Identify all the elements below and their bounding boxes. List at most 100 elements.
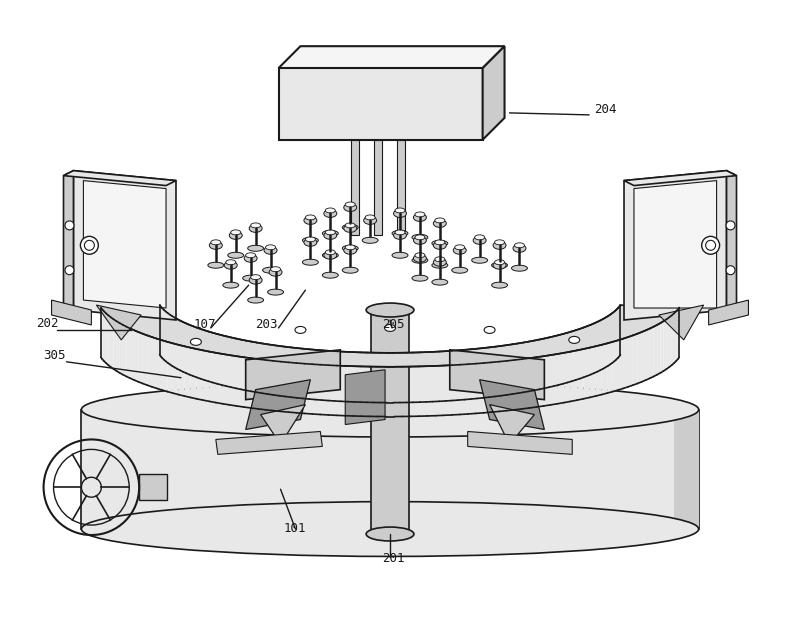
Ellipse shape <box>493 242 506 249</box>
Polygon shape <box>266 360 274 411</box>
Polygon shape <box>623 337 628 389</box>
Polygon shape <box>616 308 618 360</box>
Polygon shape <box>203 350 210 401</box>
Ellipse shape <box>395 208 405 213</box>
Polygon shape <box>126 326 130 378</box>
Ellipse shape <box>344 225 357 232</box>
Ellipse shape <box>434 220 446 228</box>
Polygon shape <box>178 319 180 370</box>
Polygon shape <box>607 342 613 393</box>
Ellipse shape <box>494 260 505 265</box>
Polygon shape <box>480 380 544 430</box>
Polygon shape <box>572 330 576 381</box>
Polygon shape <box>164 310 166 361</box>
Polygon shape <box>114 320 117 371</box>
Ellipse shape <box>412 275 428 281</box>
Polygon shape <box>322 350 328 401</box>
Polygon shape <box>678 308 679 359</box>
Polygon shape <box>162 308 164 360</box>
Polygon shape <box>380 353 386 403</box>
Ellipse shape <box>230 230 241 235</box>
Text: 202: 202 <box>37 317 59 330</box>
Ellipse shape <box>472 257 488 263</box>
Polygon shape <box>576 329 580 380</box>
Polygon shape <box>166 311 168 363</box>
Polygon shape <box>285 347 291 397</box>
Polygon shape <box>320 365 328 415</box>
Polygon shape <box>367 352 374 403</box>
Ellipse shape <box>452 267 468 273</box>
Ellipse shape <box>65 221 74 230</box>
Polygon shape <box>341 352 347 402</box>
Ellipse shape <box>414 237 426 244</box>
Polygon shape <box>608 314 610 366</box>
Polygon shape <box>587 325 590 376</box>
Polygon shape <box>406 352 413 403</box>
Polygon shape <box>251 358 258 409</box>
Ellipse shape <box>493 261 506 269</box>
Polygon shape <box>672 313 674 365</box>
Polygon shape <box>386 367 394 416</box>
Ellipse shape <box>244 254 257 262</box>
Ellipse shape <box>415 253 425 258</box>
Text: 201: 201 <box>382 552 405 565</box>
Polygon shape <box>354 352 361 402</box>
Polygon shape <box>278 68 482 140</box>
Ellipse shape <box>364 216 377 225</box>
Polygon shape <box>274 361 281 411</box>
Ellipse shape <box>432 262 448 268</box>
Polygon shape <box>537 356 543 407</box>
Polygon shape <box>397 140 405 235</box>
Polygon shape <box>659 305 704 340</box>
Polygon shape <box>197 349 203 400</box>
Ellipse shape <box>474 235 485 240</box>
Polygon shape <box>549 337 554 387</box>
Text: 204: 204 <box>594 103 617 116</box>
Polygon shape <box>201 329 204 380</box>
Polygon shape <box>217 334 222 385</box>
Polygon shape <box>147 335 152 387</box>
Ellipse shape <box>569 337 580 343</box>
Ellipse shape <box>432 279 448 285</box>
Polygon shape <box>427 366 435 416</box>
Polygon shape <box>491 362 499 412</box>
Ellipse shape <box>326 230 335 235</box>
Polygon shape <box>106 313 108 365</box>
Polygon shape <box>108 315 111 367</box>
Polygon shape <box>190 348 197 399</box>
Polygon shape <box>268 344 274 395</box>
Ellipse shape <box>366 303 414 317</box>
Polygon shape <box>101 305 679 367</box>
Polygon shape <box>570 350 578 401</box>
Polygon shape <box>246 350 340 399</box>
Polygon shape <box>180 321 183 372</box>
Ellipse shape <box>264 247 277 254</box>
Polygon shape <box>446 351 452 401</box>
Polygon shape <box>603 318 606 369</box>
Ellipse shape <box>304 238 317 247</box>
Polygon shape <box>624 170 726 320</box>
Polygon shape <box>63 170 176 186</box>
Polygon shape <box>460 364 468 415</box>
Ellipse shape <box>412 257 428 263</box>
Polygon shape <box>258 359 266 410</box>
Polygon shape <box>297 348 303 399</box>
Ellipse shape <box>726 265 735 275</box>
Polygon shape <box>334 351 341 401</box>
Polygon shape <box>490 404 534 445</box>
Polygon shape <box>450 350 544 399</box>
Polygon shape <box>506 344 512 395</box>
Ellipse shape <box>326 208 335 213</box>
Ellipse shape <box>270 267 281 272</box>
Ellipse shape <box>344 204 357 211</box>
Ellipse shape <box>392 252 408 259</box>
Polygon shape <box>539 338 544 389</box>
Polygon shape <box>610 313 613 364</box>
Polygon shape <box>315 350 322 400</box>
Polygon shape <box>170 314 172 366</box>
Polygon shape <box>278 46 505 68</box>
Ellipse shape <box>324 209 337 218</box>
Ellipse shape <box>435 257 445 262</box>
Polygon shape <box>251 342 257 392</box>
Polygon shape <box>419 366 427 416</box>
